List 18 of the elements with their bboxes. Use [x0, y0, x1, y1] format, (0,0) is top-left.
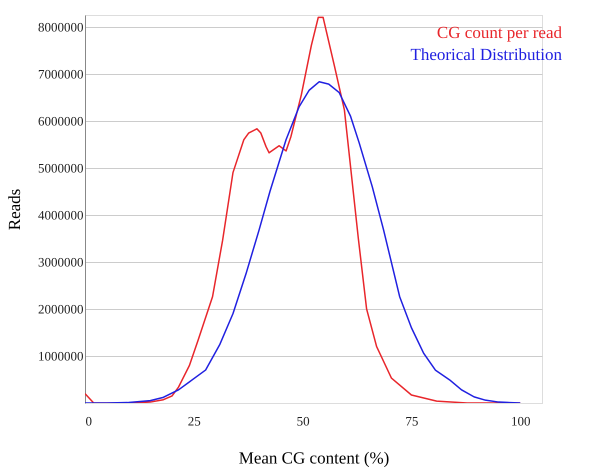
- y-tick-label: 8000000: [38, 19, 84, 34]
- y-tick-label: 5000000: [38, 160, 84, 176]
- x-tick-label: 0: [86, 414, 92, 428]
- x-tick-label: 75: [405, 414, 418, 428]
- x-tick-label: 50: [296, 414, 310, 428]
- y-tick-label: 7000000: [38, 66, 84, 82]
- x-tick-label: 100: [510, 414, 530, 428]
- y-tick-label: 4000000: [38, 207, 84, 222]
- y-tick-label: 1000000: [38, 348, 84, 364]
- y-tick-label: 3000000: [38, 254, 84, 270]
- y-tick-label: 2000000: [38, 301, 84, 316]
- y-tick-label: 6000000: [38, 113, 84, 128]
- x-tick-label: 25: [188, 414, 201, 428]
- y-axis-title: Reads: [5, 188, 24, 230]
- line-series: [85, 81, 521, 403]
- text: CG count per read: [436, 23, 562, 42]
- x-axis-title: Mean CG content (%): [238, 448, 390, 468]
- text: Theorical Distribution: [410, 45, 562, 64]
